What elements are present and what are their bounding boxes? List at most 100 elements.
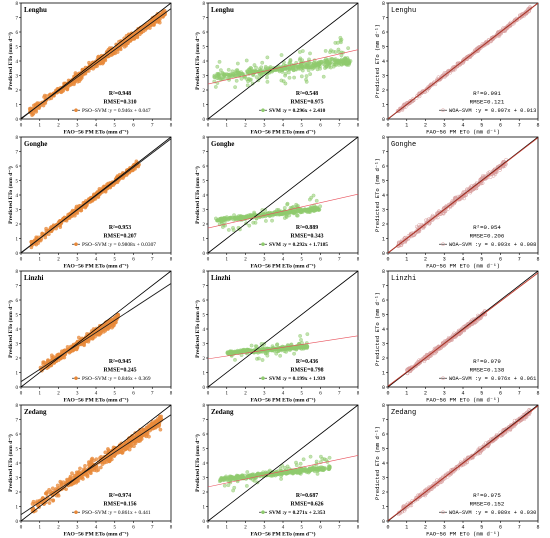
data-point: [222, 483, 227, 488]
x-tick-label: 2: [57, 124, 60, 129]
x-tick-label: 6: [132, 258, 135, 263]
x-tick-label: 8: [357, 526, 360, 531]
data-point: [283, 81, 288, 86]
chart-panel-1: 0 1 2 3 4 5 6 7 8012345678LenghuR²=0.548RMSE=0.9…: [194, 2, 360, 136]
data-point: [339, 53, 344, 58]
data-point: [87, 60, 91, 65]
x-tick-label: 0: [207, 526, 210, 531]
data-point: [98, 465, 103, 470]
data-point: [83, 464, 87, 468]
x-tick-label: 4: [282, 392, 285, 397]
y-tick-label: 3: [16, 208, 19, 213]
data-point: [298, 334, 302, 338]
y-tick-label: 2: [203, 89, 206, 94]
data-point: [296, 209, 300, 214]
data-point: [294, 202, 299, 207]
x-tick-label: 3: [263, 258, 266, 263]
x-tick-label: 7: [151, 124, 154, 129]
chart-panel-8: 0 1 2 3 4 5 6 7 8012345678LinzhiR²=0.979RMSE=0.1…: [374, 269, 540, 404]
data-point: [244, 58, 249, 63]
y-tick-label: 7: [203, 284, 206, 289]
data-point: [56, 493, 61, 498]
x-tick-label: 1: [405, 123, 408, 129]
data-point: [235, 61, 240, 66]
x-tick-label: 5: [301, 526, 304, 531]
data-point: [285, 202, 290, 207]
y-tick-label: 8: [16, 404, 19, 409]
y-tick-label: 0: [382, 251, 385, 257]
data-point: [264, 219, 268, 223]
data-point: [291, 209, 295, 214]
x-tick-label: 5: [114, 258, 117, 263]
y-tick-label: 8: [16, 136, 19, 141]
y-tick-label: 4: [382, 193, 385, 199]
x-tick-label: 8: [357, 392, 360, 397]
x-tick-label: 5: [114, 124, 117, 129]
y-tick-label: 4: [16, 462, 19, 467]
chart-panel-7: 0 1 2 3 4 5 6 7 8012345678LinzhiR²=0.436RMSE=0.7…: [194, 270, 360, 404]
data-point: [291, 68, 296, 73]
data-point: [116, 313, 120, 317]
data-point: [245, 83, 250, 88]
y-tick-label: 0: [203, 520, 206, 525]
x-tick-label: 3: [263, 124, 266, 129]
r2-label: R²=0.945: [109, 359, 131, 365]
legend-equation: PSO−SVM :y = 0.861x + 0.441: [82, 510, 151, 516]
y-tick-label: 8: [16, 2, 19, 7]
data-point: [112, 453, 117, 458]
y-tick-label: 0: [16, 118, 19, 123]
data-point: [233, 217, 237, 221]
x-tick-label: 7: [151, 258, 154, 263]
data-point: [329, 65, 333, 70]
y-tick-label: 1: [203, 237, 206, 242]
data-point: [339, 62, 344, 67]
y-tick-label: 3: [203, 74, 206, 79]
x-tick-label: 4: [282, 526, 285, 531]
y-tick-label: 4: [203, 194, 206, 199]
data-point: [141, 427, 146, 432]
y-tick-label: 6: [203, 165, 206, 170]
one-to-one-line: [207, 2, 359, 120]
x-tick-label: 7: [338, 392, 341, 397]
station-name: Lenghu: [24, 6, 47, 14]
x-tick-label: 8: [536, 391, 539, 397]
r2-label: R²=0.979: [473, 358, 501, 365]
data-point: [161, 14, 165, 19]
x-axis-label: FAO−56 PM ETo (mm d⁻¹): [251, 263, 316, 270]
r2-label: R²=0.991: [473, 90, 501, 97]
data-point: [46, 358, 50, 362]
y-tick-label: 2: [16, 223, 19, 228]
r2-label: R²=0.548: [296, 91, 318, 97]
y-tick-label: 4: [16, 60, 19, 65]
x-tick-label: 4: [282, 124, 285, 129]
y-axis-label: Predicted ETo (mm d⁻¹): [194, 300, 201, 358]
y-tick-label: 7: [16, 16, 19, 21]
data-point: [247, 67, 251, 72]
data-point: [305, 332, 310, 337]
data-point: [139, 437, 144, 441]
data-point: [83, 71, 88, 76]
legend-equation: SVM :y = 0.199x + 1.939: [269, 376, 326, 382]
x-tick-label: 7: [338, 526, 341, 531]
data-point: [344, 57, 348, 62]
data-point: [308, 51, 312, 56]
y-tick-label: 6: [16, 31, 19, 36]
rmse-label: RMSE=0.207: [103, 234, 136, 240]
x-axis-label: FAO−56 PM ETo (mm d⁻¹): [251, 397, 316, 404]
x-tick-label: 8: [170, 526, 173, 531]
data-point: [282, 206, 287, 210]
data-point: [248, 212, 253, 217]
y-tick-label: 8: [203, 136, 206, 141]
data-point: [236, 70, 241, 75]
data-point: [344, 62, 348, 66]
fit-line: [207, 49, 359, 85]
legend-equation: WOA−SVM :y = 0.976x + 0.061: [449, 376, 536, 382]
y-tick-label: 7: [382, 149, 385, 155]
data-point: [46, 232, 51, 237]
y-tick-label: 3: [382, 73, 385, 79]
data-point: [304, 74, 309, 78]
data-point: [31, 499, 36, 504]
data-point: [313, 207, 318, 212]
data-point: [111, 51, 115, 56]
